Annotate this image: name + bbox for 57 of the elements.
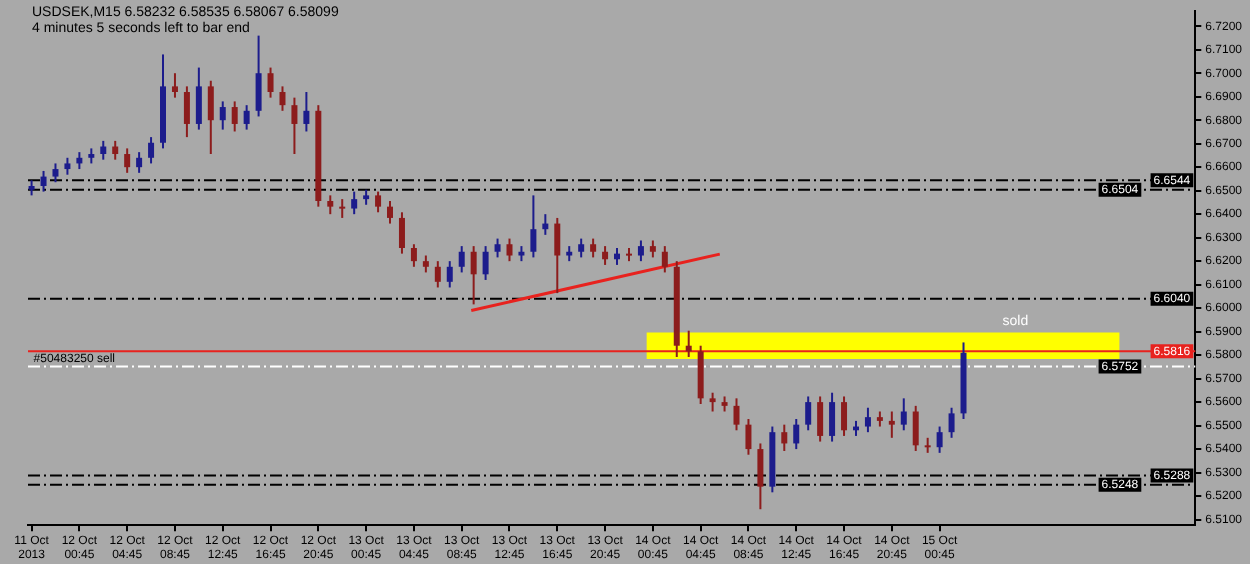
candlestick: [554, 216, 561, 295]
candlestick: [458, 245, 465, 274]
candlestick: [936, 425, 943, 454]
candlestick: [52, 162, 59, 184]
candlestick: [351, 190, 358, 216]
candlestick: [745, 418, 752, 456]
candlestick: [506, 237, 513, 263]
candlestick: [841, 395, 848, 437]
candlestick: [888, 410, 895, 439]
candlestick: [530, 194, 537, 259]
candlestick: [470, 245, 477, 306]
candlestick: [817, 395, 824, 443]
candlestick: [434, 260, 441, 289]
candlestick: [303, 91, 310, 133]
candlestick: [793, 418, 800, 451]
candlestick: [757, 442, 764, 511]
candlestick: [733, 397, 740, 432]
candlestick: [781, 423, 788, 452]
candlestick: [912, 404, 919, 452]
candlestick: [243, 104, 250, 131]
candlestick: [327, 194, 334, 216]
candlestick: [661, 245, 668, 274]
candlestick: [339, 198, 346, 219]
candlestick: [148, 136, 155, 165]
candlestick: [410, 243, 417, 268]
candlestick: [709, 391, 716, 413]
candlestick: [494, 237, 501, 259]
candlestick: [590, 237, 597, 259]
candlestick: [219, 100, 226, 131]
candlestick: [195, 66, 202, 131]
candlestick: [100, 139, 107, 161]
candlestick: [697, 344, 704, 405]
candlestick: [446, 260, 453, 289]
candlestick: [900, 397, 907, 432]
candlestick: [291, 96, 298, 156]
candlestick: [136, 151, 143, 174]
candlestick: [207, 79, 214, 156]
candlestick: [267, 66, 274, 99]
candlestick: [387, 200, 394, 225]
candlestick: [112, 139, 119, 161]
candlestick: [183, 85, 190, 139]
candlestick: [805, 395, 812, 432]
candlestick: [171, 72, 178, 99]
candlestick: [578, 237, 585, 259]
candlestick: [279, 85, 286, 112]
candlestick: [375, 190, 382, 214]
candlestick: [602, 245, 609, 266]
candlestick: [398, 211, 405, 255]
candlestick: [124, 147, 131, 174]
candlestick: [231, 100, 238, 133]
candlestick: [864, 406, 871, 434]
candlestick: [482, 245, 489, 281]
candlestick: [637, 239, 644, 263]
candlestick: [40, 169, 47, 193]
candlestick: [948, 406, 955, 439]
candlestick: [255, 34, 262, 118]
candlestick: [829, 391, 836, 443]
